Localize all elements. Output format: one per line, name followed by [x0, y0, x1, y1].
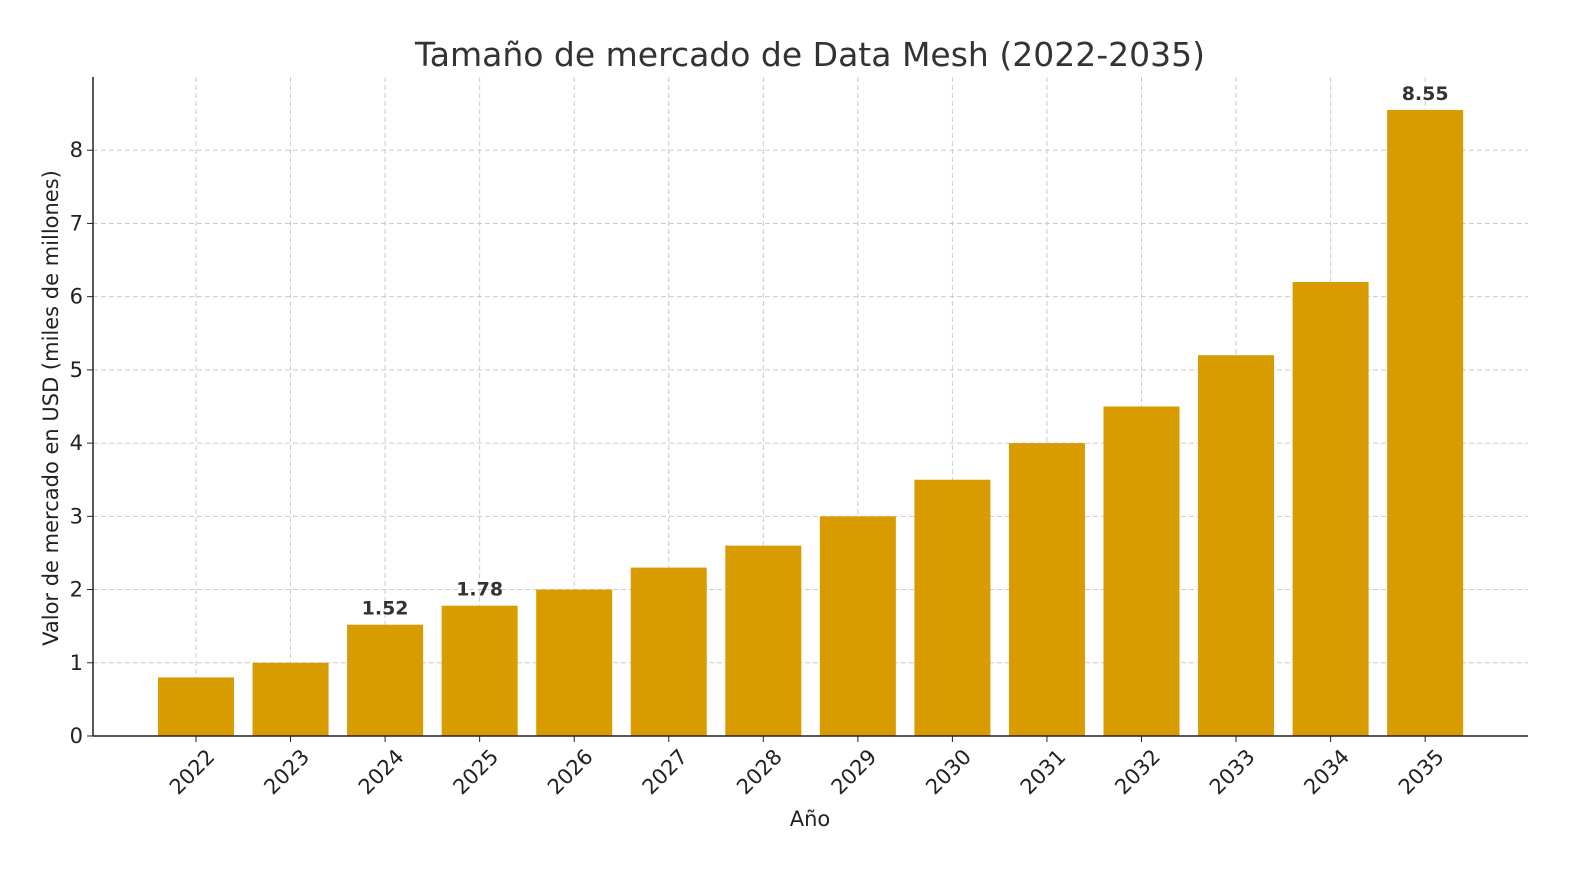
data-label: 1.78	[456, 579, 503, 601]
x-tick-label: 2023	[259, 745, 314, 800]
bar	[441, 605, 518, 736]
bar	[725, 545, 802, 736]
y-tick-label: 4	[70, 431, 83, 455]
x-tick-label: 2027	[638, 745, 693, 800]
bar	[1198, 355, 1275, 736]
bar	[1387, 109, 1464, 736]
x-tick-label: 2031	[1016, 745, 1071, 800]
x-tick-label: 2028	[732, 745, 787, 800]
data-label: 8.55	[1402, 83, 1449, 105]
y-tick-label: 1	[70, 651, 83, 675]
y-tick-label: 6	[70, 285, 83, 309]
y-tick-label: 8	[70, 138, 83, 162]
bar	[914, 479, 991, 736]
bar	[1292, 282, 1369, 736]
x-tick-label: 2034	[1299, 745, 1354, 800]
x-tick-label: 2030	[921, 745, 976, 800]
bar	[158, 677, 234, 736]
x-tick-label: 2024	[354, 745, 409, 800]
y-tick-label: 7	[70, 211, 83, 235]
bar	[630, 567, 707, 736]
chart-title: Tamaño de mercado de Data Mesh (2022-203…	[414, 35, 1205, 74]
x-tick-label: 2033	[1205, 745, 1260, 800]
x-tick-label: 2022	[165, 745, 220, 800]
bar	[536, 589, 613, 736]
x-tick-label: 2032	[1110, 745, 1165, 800]
bar	[252, 662, 329, 736]
bar	[347, 624, 424, 736]
bar	[819, 516, 896, 736]
x-tick-label: 2025	[448, 745, 503, 800]
x-axis-label: Año	[790, 807, 831, 831]
y-tick-label: 2	[70, 578, 83, 602]
y-axis-label: Valor de mercado en USD (miles de millon…	[39, 170, 63, 646]
y-tick-label: 0	[70, 724, 83, 748]
bar	[1008, 443, 1085, 736]
x-tick-label: 2035	[1394, 745, 1449, 800]
data-label: 1.52	[362, 598, 409, 620]
y-tick-label: 3	[70, 504, 83, 528]
x-tick-label: 2029	[827, 745, 882, 800]
bar	[1103, 406, 1180, 736]
y-tick-label: 5	[70, 358, 83, 382]
x-tick-label: 2026	[543, 745, 598, 800]
